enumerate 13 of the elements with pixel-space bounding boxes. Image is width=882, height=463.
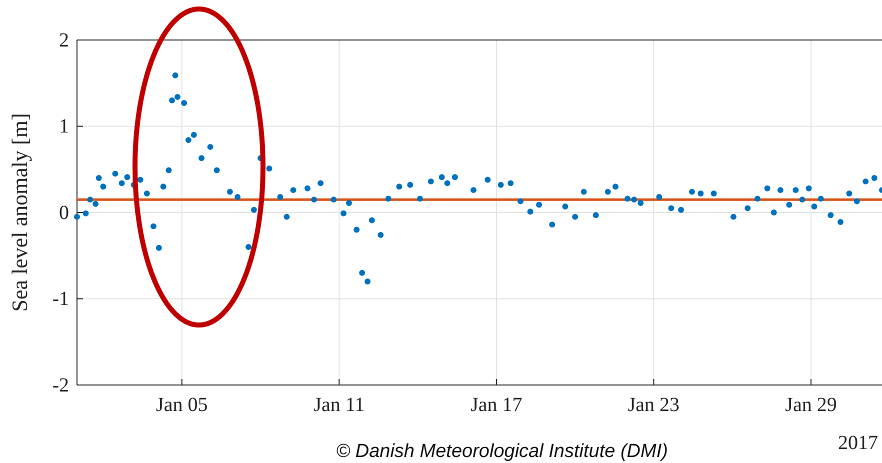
text: © Danish Meteorological Institute (DMI): [336, 441, 668, 462]
x-tick-label: Jan 23: [628, 394, 680, 416]
x-tick-label: Jan 17: [470, 394, 522, 416]
y-tick-label: -2: [52, 374, 69, 396]
y-tick-label: 1: [59, 116, 69, 138]
x-tick-label: Jan 11: [314, 394, 365, 416]
text: 2017: [838, 432, 878, 454]
y-tick-label: -1: [52, 288, 69, 310]
x-tick-label: Jan 05: [156, 394, 208, 416]
y-axis-title: Sea level anomaly [m]: [7, 113, 32, 312]
y-tick-label: 2: [59, 29, 69, 52]
x-tick-label: Jan 29: [785, 394, 837, 416]
y-tick-label: 0: [59, 202, 69, 224]
